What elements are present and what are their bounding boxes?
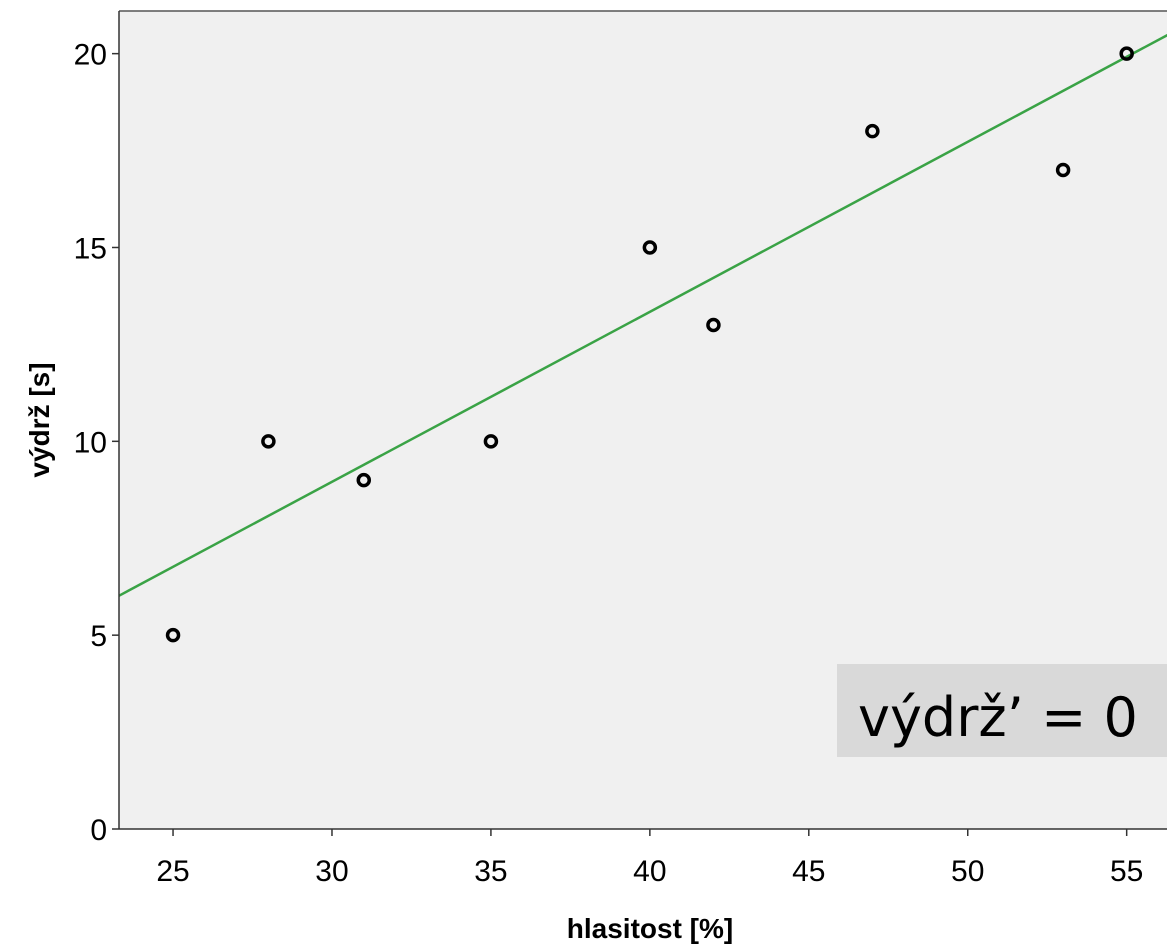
data-point xyxy=(1119,46,1134,61)
data-point xyxy=(356,472,372,488)
x-tick-label: 40 xyxy=(633,855,666,888)
y-tick-label: 0 xyxy=(90,814,107,847)
data-point xyxy=(261,434,276,449)
data-point xyxy=(1055,162,1071,178)
x-tick-label: 45 xyxy=(792,855,825,888)
data-point xyxy=(642,240,658,255)
y-tick-label: 20 xyxy=(74,39,107,72)
data-point xyxy=(483,434,499,449)
y-tick-label: 10 xyxy=(74,426,107,459)
data-point xyxy=(165,627,181,643)
data-point xyxy=(865,123,880,139)
data-point xyxy=(706,317,721,333)
y-axis-title: výdrž [s] xyxy=(24,362,55,477)
x-tick-label: 35 xyxy=(474,855,507,888)
x-tick-label: 30 xyxy=(315,855,348,888)
y-tick-label: 5 xyxy=(90,620,107,653)
y-tick-label: 15 xyxy=(74,232,107,265)
equation-box xyxy=(837,664,1167,757)
x-tick-label: 25 xyxy=(156,855,189,888)
x-tick-label: 50 xyxy=(951,855,984,888)
x-axis-title: hlasitost [%] xyxy=(567,913,733,944)
regression-line xyxy=(119,33,1167,598)
x-tick-label: 55 xyxy=(1110,855,1143,888)
equation-text: výdrž’ = 0 xyxy=(858,686,1138,749)
